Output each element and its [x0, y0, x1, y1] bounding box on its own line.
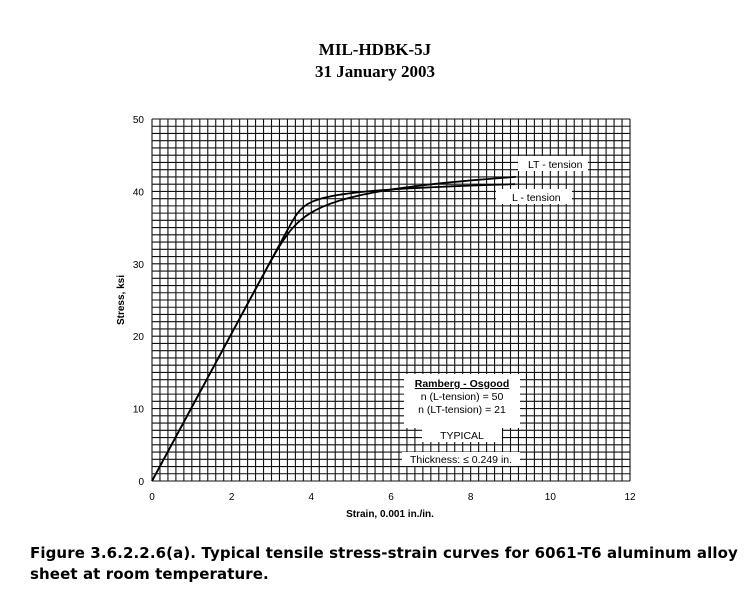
- x-axis-label: Strain, 0.001 in./in.: [346, 509, 434, 520]
- note-thickness: Thickness: ≤ 0.249 in.: [410, 454, 512, 466]
- x-tick-label: 10: [545, 492, 557, 503]
- y-tick-label: 30: [133, 260, 145, 271]
- x-tick-label: 2: [229, 492, 235, 503]
- x-tick-label: 0: [149, 492, 155, 503]
- doc-header-date: 31 January 2003: [315, 62, 435, 81]
- legend-line-lt: n (LT-tension) = 21: [418, 404, 506, 416]
- x-tick-label: 4: [309, 492, 315, 503]
- x-tick-label: 8: [468, 492, 474, 503]
- x-tick-label: 12: [624, 492, 636, 503]
- legend-title: Ramberg - Osgood: [415, 378, 510, 390]
- y-tick-label: 50: [133, 115, 145, 126]
- x-tick-label: 6: [388, 492, 394, 503]
- y-axis-label: Stress, ksi: [116, 275, 127, 325]
- series-label-l: L - tension: [512, 192, 561, 204]
- figure-caption-line2: sheet at room temperature.: [30, 565, 269, 583]
- curve-l-tension: [151, 183, 516, 482]
- legend-line-l: n (L-tension) = 50: [421, 391, 504, 403]
- note-typical: TYPICAL: [440, 430, 484, 442]
- doc-header-title: MIL-HDBK-5J: [318, 40, 432, 59]
- figure-caption-line1: Figure 3.6.2.2.6(a). Typical tensile str…: [30, 544, 738, 562]
- y-tick-label: 40: [133, 187, 145, 198]
- y-tick-label: 20: [133, 332, 145, 343]
- series-label-lt: LT - tension: [528, 159, 583, 171]
- y-tick-label: 0: [138, 477, 144, 488]
- y-tick-label: 10: [133, 405, 145, 416]
